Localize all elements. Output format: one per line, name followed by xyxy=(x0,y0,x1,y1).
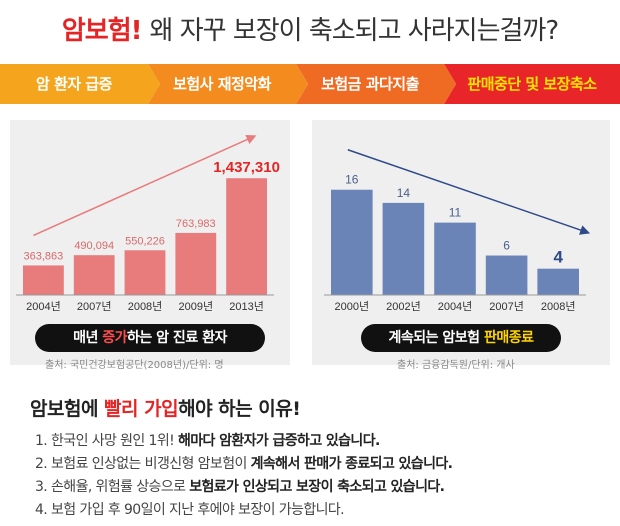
caption-highlight: 판매종료 xyxy=(483,330,534,346)
tick-label: 2007년 xyxy=(77,300,112,313)
tick-label: 2013년 xyxy=(229,300,264,313)
data-label: 550,226 xyxy=(125,235,165,247)
insurer-chart-caption: 계속되는 암보험 판매종료 xyxy=(361,324,561,352)
flow-chevron xyxy=(148,64,308,104)
insurer-chart-source: 출처: 금융감독원/단위: 개사 xyxy=(397,360,515,371)
cause-flow-banner: 암 환자 급증 보험사 재정악화 보험금 과다지출 판매중단 및 보장축소 xyxy=(0,64,620,104)
chart-bar xyxy=(485,255,528,295)
flow-arrows xyxy=(0,64,620,104)
chart-bar xyxy=(226,178,267,295)
list-item: 3. 손해율, 위험률 상승으로 보험료가 인상되고 보장이 축소되고 있습니다… xyxy=(35,479,445,495)
list-item: 1. 한국인 사망 원인 1위! 해마다 암환자가 급증하고 있습니다. xyxy=(35,433,380,449)
tick-label: 2007년 xyxy=(489,300,524,313)
title-highlight: 암보험! xyxy=(61,16,143,46)
chart-bar xyxy=(73,255,115,295)
reason-list: 1. 한국인 사망 원인 1위! 해마다 암환자가 급증하고 있습니다. 2. … xyxy=(35,430,615,522)
data-label: 4 xyxy=(553,248,563,267)
flow-chevron xyxy=(0,64,160,104)
chart-bar xyxy=(124,250,166,295)
list-item: 4. 보험 가입 후 90일이 지난 후에야 보장이 가능합니다. xyxy=(35,502,345,518)
tick-label: 2002년 xyxy=(386,300,421,313)
chart-bar xyxy=(23,265,64,295)
data-label: 6 xyxy=(503,239,510,253)
flow-step-discontinuation: 판매중단 및 보장축소 xyxy=(467,75,597,93)
data-label: 490,094 xyxy=(74,240,114,252)
chart-bar xyxy=(537,268,579,295)
flow-step-patient-surge: 암 환자 급증 xyxy=(36,75,112,93)
chart-bar xyxy=(434,222,476,295)
page-title: 암보험! 왜 자꾸 보장이 축소되고 사라지는걸까? xyxy=(0,10,620,47)
reasons-heading: 암보험에 빨리 가입해야 하는 이유! xyxy=(30,398,301,420)
trend-arrow xyxy=(33,134,257,237)
title-question: 왜 자꾸 보장이 축소되고 사라지는걸까? xyxy=(149,16,560,46)
flow-chevron xyxy=(296,64,456,104)
tick-label: 2008년 xyxy=(128,300,163,313)
caption-highlight: 증가 xyxy=(102,330,128,346)
data-label: 16 xyxy=(345,173,359,187)
data-label: 363,863 xyxy=(24,250,64,262)
data-label: 14 xyxy=(397,186,411,200)
patient-chart-caption: 매년 증가하는 암 진료 환자 xyxy=(35,324,265,352)
reasons-heading-highlight: 빨리 가입 xyxy=(104,398,179,420)
chart-bar xyxy=(175,232,217,295)
flow-step-overpayment: 보험금 과다지출 xyxy=(321,75,419,93)
flow-chevron xyxy=(444,64,620,104)
insurer-bar-chart: 16 2000년 14 2002년 11 2004년 6 2007년 4 2008년 xyxy=(324,149,591,313)
list-item: 2. 보험료 인상없는 비갱신형 암보험이 계속해서 판매가 종료되고 있습니다… xyxy=(35,456,453,472)
patient-bar-chart: 363,863 2004년 490,094 2007년 550,226 2008년 763,… xyxy=(16,134,280,313)
chart-bar xyxy=(382,202,425,295)
tick-label: 2008년 xyxy=(541,300,576,313)
chart-bar xyxy=(331,189,373,295)
flow-step-insurer-finance: 보험사 재정악화 xyxy=(173,75,271,93)
tick-label: 2004년 xyxy=(438,300,473,313)
data-label: 11 xyxy=(449,206,462,220)
tick-label: 2009년 xyxy=(179,300,214,313)
patient-chart-source: 출처: 국민건강보험공단(2008년)/단위: 명 xyxy=(45,360,224,371)
tick-label: 2000년 xyxy=(335,300,370,313)
data-label: 763,983 xyxy=(176,218,216,230)
tick-label: 2004년 xyxy=(26,300,61,313)
data-label: 1,437,310 xyxy=(213,159,280,176)
trend-arrow xyxy=(347,149,591,235)
